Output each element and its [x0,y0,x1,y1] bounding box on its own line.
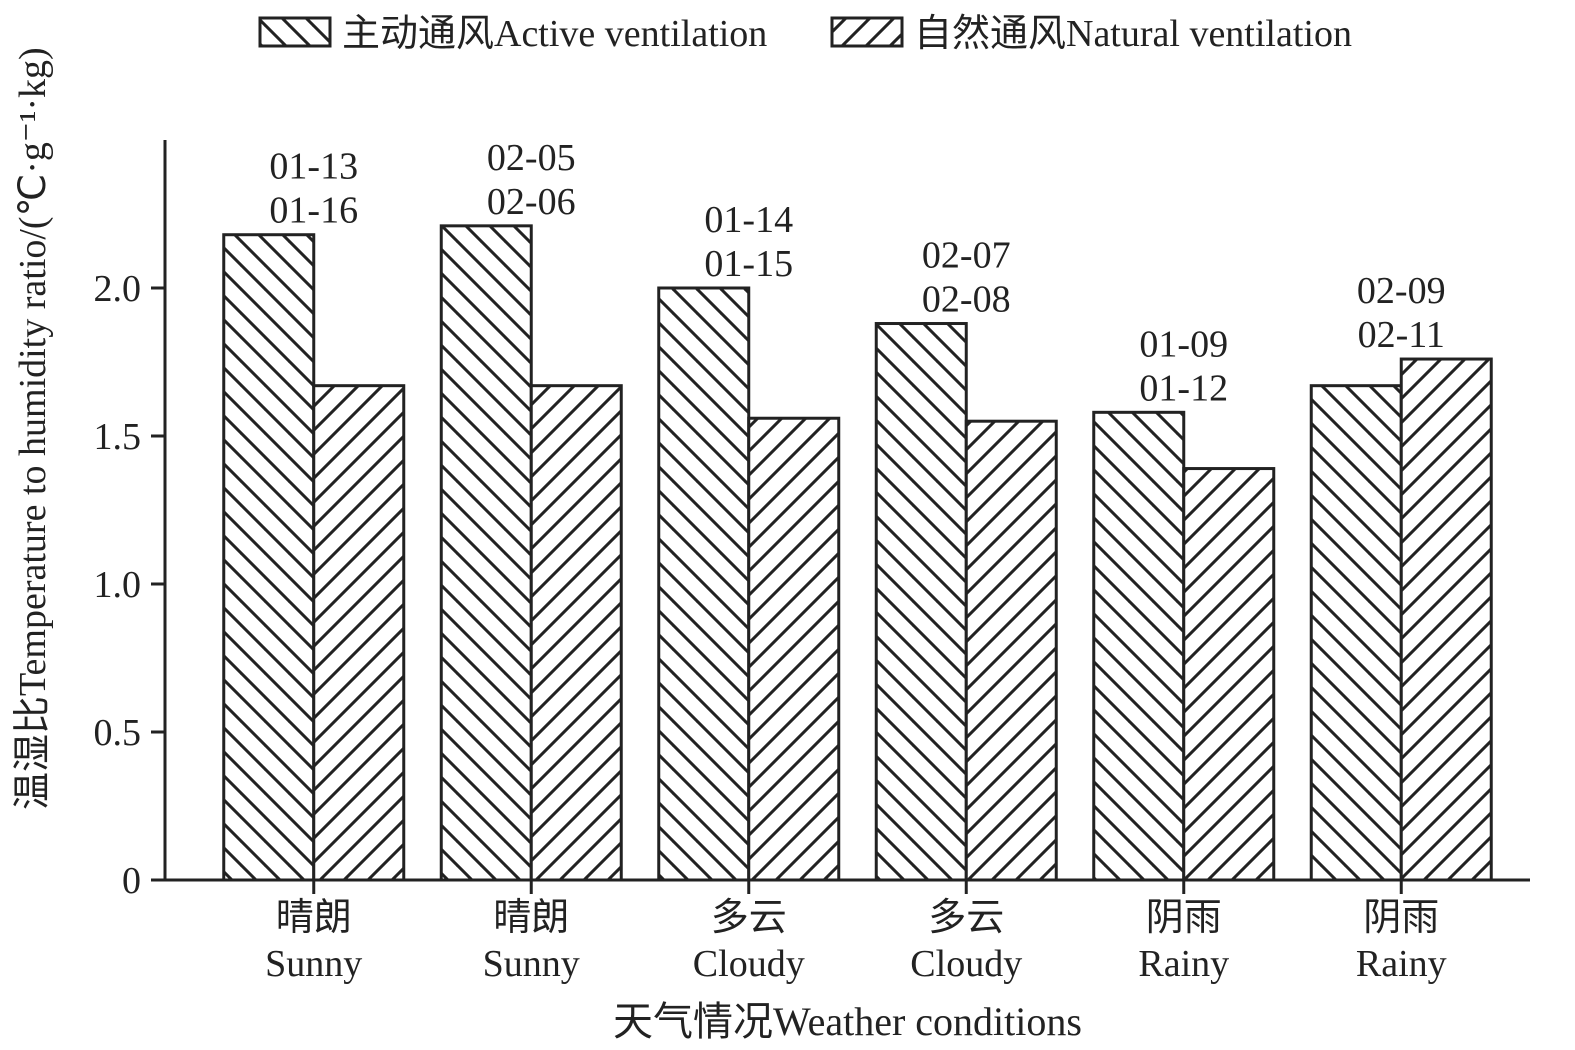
y-tick-label: 1.5 [94,416,142,458]
x-label-cn: 阴雨 [1363,897,1439,939]
x-label-en: Sunny [483,943,580,985]
x-label-cn: 多云 [711,897,787,939]
bar-natural [531,386,621,880]
bar-active [876,324,966,880]
legend-swatch [832,18,902,46]
legend-label: 主动通风Active ventilation [342,13,767,55]
bar-chart: 0 0.5 1.0 1.5 2.0 温湿比Temperature to humidity … [0,0,1575,1050]
date-label: 02-06 [487,181,576,223]
date-label: 02-09 [1357,270,1446,312]
date-label: 01-15 [704,243,793,285]
date-label: 02-05 [487,137,576,179]
date-label: 02-07 [922,235,1011,277]
x-label-cn: 晴朗 [276,897,352,939]
bar-active [659,288,749,880]
legend-label: 自然通风Natural ventilation [914,13,1352,55]
y-tick-label: 0 [122,860,141,902]
date-label: 01-09 [1139,323,1228,365]
date-label: 02-08 [922,279,1011,321]
y-tick-label: 1.0 [94,564,142,606]
x-axis-label: 天气情况Weather conditions [613,999,1082,1044]
x-label-en: Cloudy [910,943,1022,985]
legend-swatch [260,18,330,46]
bar-natural [749,418,839,880]
date-label: 01-14 [704,199,793,241]
bar-natural [966,421,1056,880]
date-label: 01-12 [1139,367,1228,409]
date-label: 01-13 [269,146,358,188]
x-label-en: Cloudy [693,943,805,985]
y-axis-label: 温湿比Temperature to humidity ratio/(℃·g⁻¹·… [12,47,54,810]
y-tick-label: 2.0 [94,268,142,310]
x-label-cn: 多云 [928,897,1004,939]
x-label-en: Rainy [1138,943,1229,985]
x-label-en: Sunny [265,943,362,985]
date-label: 01-16 [269,190,358,232]
y-tick-label: 0.5 [94,712,142,754]
bar-natural [1184,469,1274,880]
x-label-cn: 阴雨 [1146,897,1222,939]
bar-active [1094,412,1184,880]
x-label-cn: 晴朗 [493,897,569,939]
bar-active [224,235,314,880]
bar-natural [1401,359,1491,880]
bar-natural [314,386,404,880]
chart-container: 0 0.5 1.0 1.5 2.0 温湿比Temperature to humidity … [0,0,1575,1050]
bar-active [441,226,531,880]
bar-active [1311,386,1401,880]
x-label-en: Rainy [1356,943,1447,985]
date-label: 02-11 [1358,314,1445,356]
